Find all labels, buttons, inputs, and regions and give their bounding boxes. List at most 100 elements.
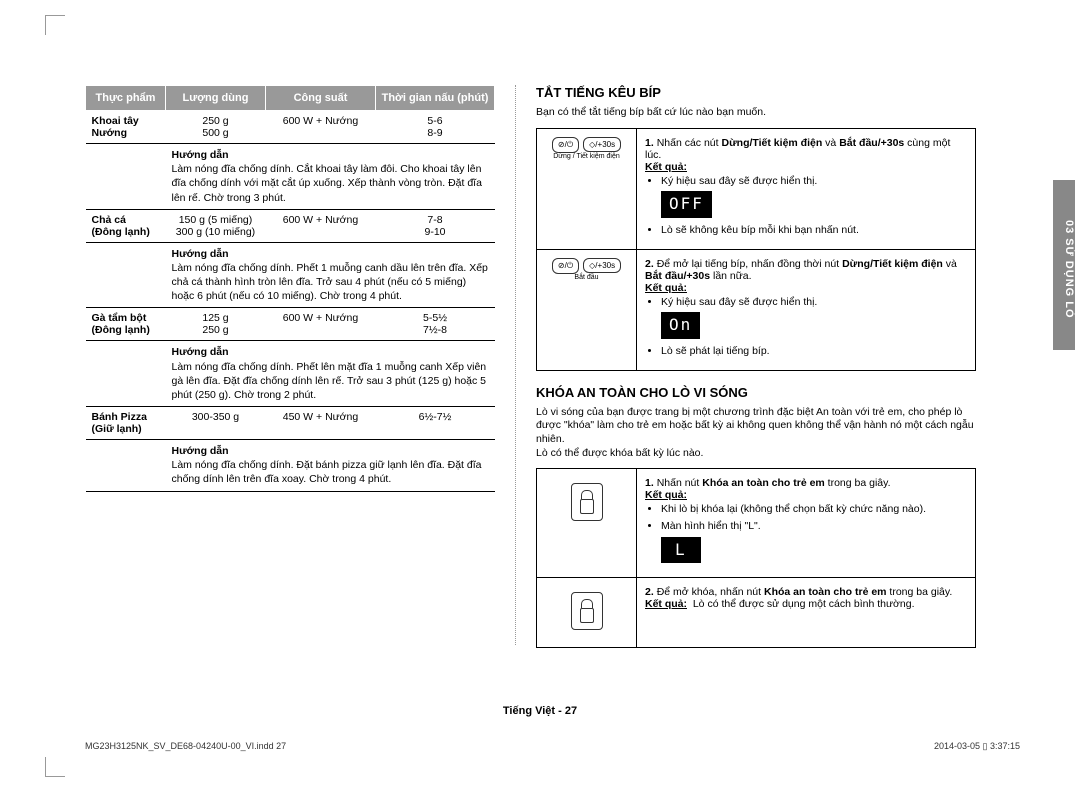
th-time: Thời gian nấu (phút) [376,86,495,111]
start-button-icon: ◇/+30s [583,137,621,152]
cooking-table: Thực phẩm Lượng dùng Công suất Thời gian… [85,85,495,492]
instr-text: Làm nóng đĩa chống dính. Phết lên mặt đĩ… [172,361,487,401]
instr-label: Hướng dẫn [172,248,229,260]
text: và [822,137,839,149]
step-icons: ⊘/⏻ ◇/+30s Dừng / Tiết kiệm điện [537,129,637,249]
lock-icon [571,592,603,630]
table-row: Hướng dẫn Làm nóng đĩa chống dính. Đặt bá… [86,440,495,492]
food-name: Gà tẩm bột [92,312,147,324]
power: 600 W + Nướng [266,209,376,242]
step-text: 1. Nhấn các nút Dừng/Tiết kiệm điện và B… [637,129,975,249]
time: 9-10 [424,226,445,238]
indd-path: MG23H3125NK_SV_DE68-04240U-00_VI.indd 27 [85,741,286,752]
power: 450 W + Nướng [266,407,376,440]
text: Bắt đầu/+30s [645,270,710,282]
qty: 500 g [202,127,228,139]
instr-text: Làm nóng đĩa chống dính. Đặt bánh pizza … [172,459,482,485]
time: 7½-8 [423,324,447,336]
step-icons [537,578,637,647]
side-tab: 03 SỬ DỤNG LÒ [1053,180,1075,350]
timestamp: 2014-03-05 ▯ 3:37:15 [934,741,1020,752]
start-button-icon: ◇/+30s [583,258,621,273]
text: Nhấn các nút [657,137,722,149]
time: 5-5½ [423,312,447,324]
instr-label: Hướng dẫn [172,445,229,457]
text: lần nữa. [710,270,751,282]
food-name2: (Đông lạnh) [92,226,150,238]
column-divider [515,85,516,645]
text: Khóa an toàn cho trẻ em [764,586,887,598]
table-row: Bánh Pizza(Giữ lạnh) 300-350 g 450 W + N… [86,407,495,440]
crop-mark [45,15,65,35]
stop-button-icon: ⊘/⏻ [552,137,579,153]
step-icons [537,469,637,577]
beep-intro: Bạn có thể tắt tiếng bíp bất cứ lúc nào … [536,106,976,120]
display-off: OFF [661,191,712,218]
qty: 250 g [202,324,228,336]
text: trong ba giây. [887,586,953,598]
table-row: Khoai tâyNướng 250 g500 g 600 W + Nướng … [86,111,495,144]
text: Màn hình hiển thị "L". [661,520,761,532]
display-on: On [661,312,700,339]
text: Lò sẽ không kêu bíp mỗi khi bạn nhấn nút… [661,224,967,238]
cooking-table-section: Thực phẩm Lượng dùng Công suất Thời gian… [85,85,495,648]
text: Dừng/Tiết kiệm điện [842,258,943,270]
table-row: Gà tẩm bột(Đông lạnh) 125 g250 g 600 W +… [86,308,495,341]
food-name2: Nướng [92,127,127,139]
step-text: 2. Để mở lại tiếng bíp, nhấn đồng thời n… [637,250,975,370]
lock-steps: 1. Nhấn nút Khóa an toàn cho trẻ em tron… [536,468,976,648]
step-icons: ⊘/⏻ ◇/+30s Bắt đầu [537,250,637,370]
time: 7-8 [427,214,442,226]
power: 600 W + Nướng [266,308,376,341]
result-label: Kết quả: [645,161,687,173]
text: Nhấn nút [657,477,703,489]
food-name2: (Giữ lạnh) [92,423,142,435]
food-name: Chả cá [92,214,126,226]
text: Lò có thể được sử dụng một cách bình thư… [693,598,915,610]
lock-icon [571,483,603,521]
table-row: Hướng dẫn Làm nóng đĩa chống dính. Phết 1… [86,242,495,308]
result-label: Kết quả: [645,489,687,501]
instr-label: Hướng dẫn [172,149,229,161]
table-row: Hướng dẫn Làm nóng đĩa chống dính. Cắt kh… [86,144,495,210]
btn-label: Dừng / Tiết kiệm điện [545,153,628,160]
table-row: Hướng dẫn Làm nóng đĩa chống dính. Phết l… [86,341,495,407]
qty: 250 g [202,115,228,127]
stop-button-icon: ⊘/⏻ [552,258,579,274]
text: Ký hiệu sau đây sẽ được hiển thị. [661,175,817,187]
instr-text: Làm nóng đĩa chống dính. Cắt khoai tây l… [172,163,482,203]
food-name2: (Đông lạnh) [92,324,150,336]
text: Dừng/Tiết kiệm điện [721,137,822,149]
print-footer: MG23H3125NK_SV_DE68-04240U-00_VI.indd 27… [85,741,1020,752]
beep-steps: ⊘/⏻ ◇/+30s Dừng / Tiết kiệm điện 1. Nhấn … [536,128,976,371]
time: 6½-7½ [376,407,495,440]
lock-title: KHÓA AN TOÀN CHO LÒ VI SÓNG [536,385,976,400]
time: 5-6 [427,115,442,127]
instr-label: Hướng dẫn [172,346,229,358]
btn-label: Bắt đầu [545,274,628,281]
text: Để mở lại tiếng bíp, nhấn đồng thời nút [657,258,842,270]
step-text: 2. Để mở khóa, nhấn nút Khóa an toàn cho… [637,578,975,647]
page-footer: Tiếng Việt - 27 [0,705,1080,717]
table-row: Chả cá(Đông lạnh) 150 g (5 miếng)300 g (… [86,209,495,242]
qty: 150 g (5 miếng) [179,214,253,226]
lock-intro: Lò vi sóng của bạn được trang bị một chư… [536,406,976,461]
th-food: Thực phẩm [86,86,166,111]
power: 600 W + Nướng [266,111,376,144]
text: và [943,258,957,270]
result-label: Kết quả: [645,598,687,610]
beep-title: TẮT TIẾNG KÊU BÍP [536,85,976,100]
th-power: Công suất [266,86,376,111]
text: Để mở khóa, nhấn nút [657,586,764,598]
step-text: 1. Nhấn nút Khóa an toàn cho trẻ em tron… [637,469,975,577]
text: Bắt đầu/+30s [839,137,904,149]
text: Khi lò bị khóa lại (không thể chọn bất k… [661,503,967,517]
qty: 300-350 g [166,407,266,440]
qty: 300 g (10 miếng) [176,226,255,238]
text: Khóa an toàn cho trẻ em [702,477,825,489]
text: trong ba giây. [825,477,891,489]
instr-text: Làm nóng đĩa chống dính. Phết 1 muỗng ca… [172,262,488,302]
qty: 125 g [202,312,228,324]
food-name: Bánh Pizza [92,411,147,423]
result-label: Kết quả: [645,282,687,294]
